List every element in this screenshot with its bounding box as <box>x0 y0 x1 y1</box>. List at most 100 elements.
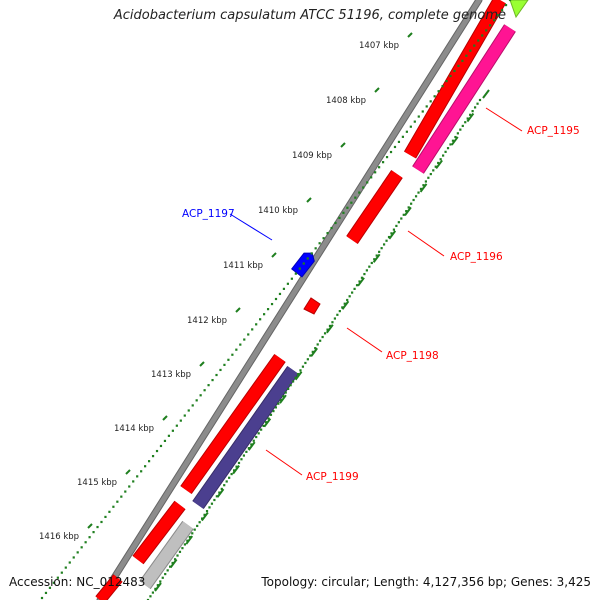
outer-dotted-ruler-dot <box>326 232 329 235</box>
inner-dotted-ruler-dot <box>351 291 354 294</box>
ruler-label: 1410 kbp <box>258 206 298 216</box>
inner-dotted-ruler-dot <box>279 398 282 402</box>
inner-dotted-ruler-dot <box>260 428 263 431</box>
inner-dotted-ruler-dot <box>164 572 167 576</box>
outer-dotted-ruler-dot <box>112 505 115 508</box>
outer-dotted-ruler-dot <box>409 125 412 128</box>
gray-feature-block <box>140 521 193 589</box>
outer-dotted-ruler-dot <box>389 150 393 154</box>
inner-dotted-ruler-dot <box>228 476 231 479</box>
inner-dotted-ruler-dot <box>368 265 371 268</box>
outer-dotted-ruler-dot <box>504 3 508 7</box>
major-tick <box>388 230 397 240</box>
inner-dotted-ruler-dot <box>301 365 305 368</box>
inner-dotted-ruler-dot <box>400 217 403 220</box>
outer-dotted-ruler-dot <box>342 211 345 214</box>
outer-dotted-ruler-dot <box>151 455 155 458</box>
inner-dotted-ruler-dot <box>478 98 482 102</box>
major-tick <box>372 253 381 263</box>
outer-dotted-ruler-dot <box>469 49 472 52</box>
track-layer <box>95 0 529 600</box>
outer-dotted-ruler-dot <box>421 110 424 113</box>
inner-dotted-ruler-dot <box>365 269 368 272</box>
inner-dotted-ruler-dot <box>262 424 265 428</box>
gene-label-leader <box>485 107 523 132</box>
inner-dotted-ruler-dot <box>183 543 186 546</box>
outer-dotted-ruler-dot <box>259 318 262 321</box>
outer-dotted-ruler-dot <box>171 429 174 432</box>
ruler-major-tick <box>162 415 168 421</box>
outer-dotted-ruler-dot <box>211 378 214 382</box>
inner-dotted-ruler-dot <box>274 406 277 409</box>
inner-dotted-ruler-dot <box>378 250 381 253</box>
outer-dotted-ruler-dot <box>358 191 361 194</box>
inner-dotted-ruler-dot <box>255 435 258 439</box>
inner-dotted-ruler-dot <box>341 306 344 309</box>
inner-dotted-ruler-dot <box>466 117 469 120</box>
outer-dotted-ruler-dot <box>334 221 337 225</box>
inner-dotted-ruler-dot <box>289 384 292 387</box>
outer-dotted-ruler-dot <box>485 29 488 32</box>
inner-dotted-ruler-dot <box>291 380 295 383</box>
inner-dotted-ruler-dot <box>407 206 410 209</box>
outer-dotted-ruler-dot <box>433 95 436 98</box>
inner-dotted-ruler-dot <box>149 595 152 598</box>
inner-dotted-ruler-dot <box>414 195 418 198</box>
gene-label-leader <box>346 327 383 353</box>
outer-dotted-ruler-dot <box>401 135 405 138</box>
outer-dotted-ruler-dot <box>370 176 373 179</box>
major-tick <box>185 535 194 545</box>
outer-dotted-ruler-dot <box>378 166 381 169</box>
inner-dotted-ruler-dot <box>405 210 408 213</box>
acp-1198-block <box>303 297 321 315</box>
inner-dotted-ruler-dot <box>451 139 455 142</box>
inner-dotted-ruler-dot <box>321 335 324 339</box>
major-tick <box>482 89 490 99</box>
outer-dotted-ruler-dot <box>84 541 87 544</box>
outer-dotted-ruler-dot <box>140 470 143 473</box>
major-tick <box>357 277 365 287</box>
inner-dotted-ruler-dot <box>343 302 346 305</box>
inner-dotted-ruler-dot <box>316 343 319 346</box>
outer-dotted-ruler-dot <box>274 297 278 301</box>
outer-dotted-ruler-dot <box>282 287 286 290</box>
map-title: Acidobacterium capsulatum ATCC 51196, co… <box>113 8 506 23</box>
major-tick <box>310 347 318 357</box>
inner-dotted-ruler-dot <box>306 358 309 361</box>
ruler-label: 1415 kbp <box>77 478 117 488</box>
outer-dotted-ruler-dot <box>64 566 67 569</box>
outer-dotted-ruler-dot <box>44 591 48 595</box>
outer-dotted-ruler-dot <box>425 105 428 108</box>
inner-dotted-ruler-dot <box>296 372 300 376</box>
inner-dotted-ruler-dot <box>220 487 223 490</box>
outer-dotted-ruler-dot <box>306 257 309 260</box>
inner-dotted-ruler-dot <box>304 361 307 365</box>
inner-dotted-ruler-dot <box>269 413 273 416</box>
inner-dotted-ruler-dot <box>247 447 250 450</box>
inner-dotted-ruler-dot <box>213 498 216 502</box>
inner-dotted-ruler-dot <box>439 158 442 161</box>
inner-dotted-ruler-dot <box>193 528 196 531</box>
inner-dotted-ruler-dot <box>252 439 255 442</box>
pink-feature-block <box>412 24 516 174</box>
ruler-major-tick <box>235 307 241 313</box>
inner-dotted-ruler-dot <box>245 450 248 453</box>
ruler-major-tick <box>407 32 413 38</box>
inner-dotted-ruler-dot <box>282 395 285 398</box>
outer-dotted-ruler-dot <box>243 338 246 341</box>
outer-dotted-ruler-dot <box>231 353 234 356</box>
inner-dotted-ruler-dot <box>323 332 327 335</box>
inner-dotted-ruler-dot <box>363 272 366 276</box>
inner-dotted-ruler-dot <box>232 469 236 472</box>
inner-dotted-ruler-dot <box>242 454 246 457</box>
inner-dotted-ruler-dot <box>250 443 253 446</box>
outer-dotted-ruler-dot <box>405 130 408 133</box>
ruler-label: 1411 kbp <box>223 261 263 271</box>
inner-dotted-ruler-dot <box>203 513 206 516</box>
outer-dotted-ruler-dot <box>278 292 282 296</box>
outer-dotted-ruler-dot <box>136 475 139 478</box>
inner-dotted-ruler-dot <box>338 310 341 313</box>
major-tick <box>201 511 209 522</box>
outer-dotted-ruler-dot <box>302 262 305 265</box>
